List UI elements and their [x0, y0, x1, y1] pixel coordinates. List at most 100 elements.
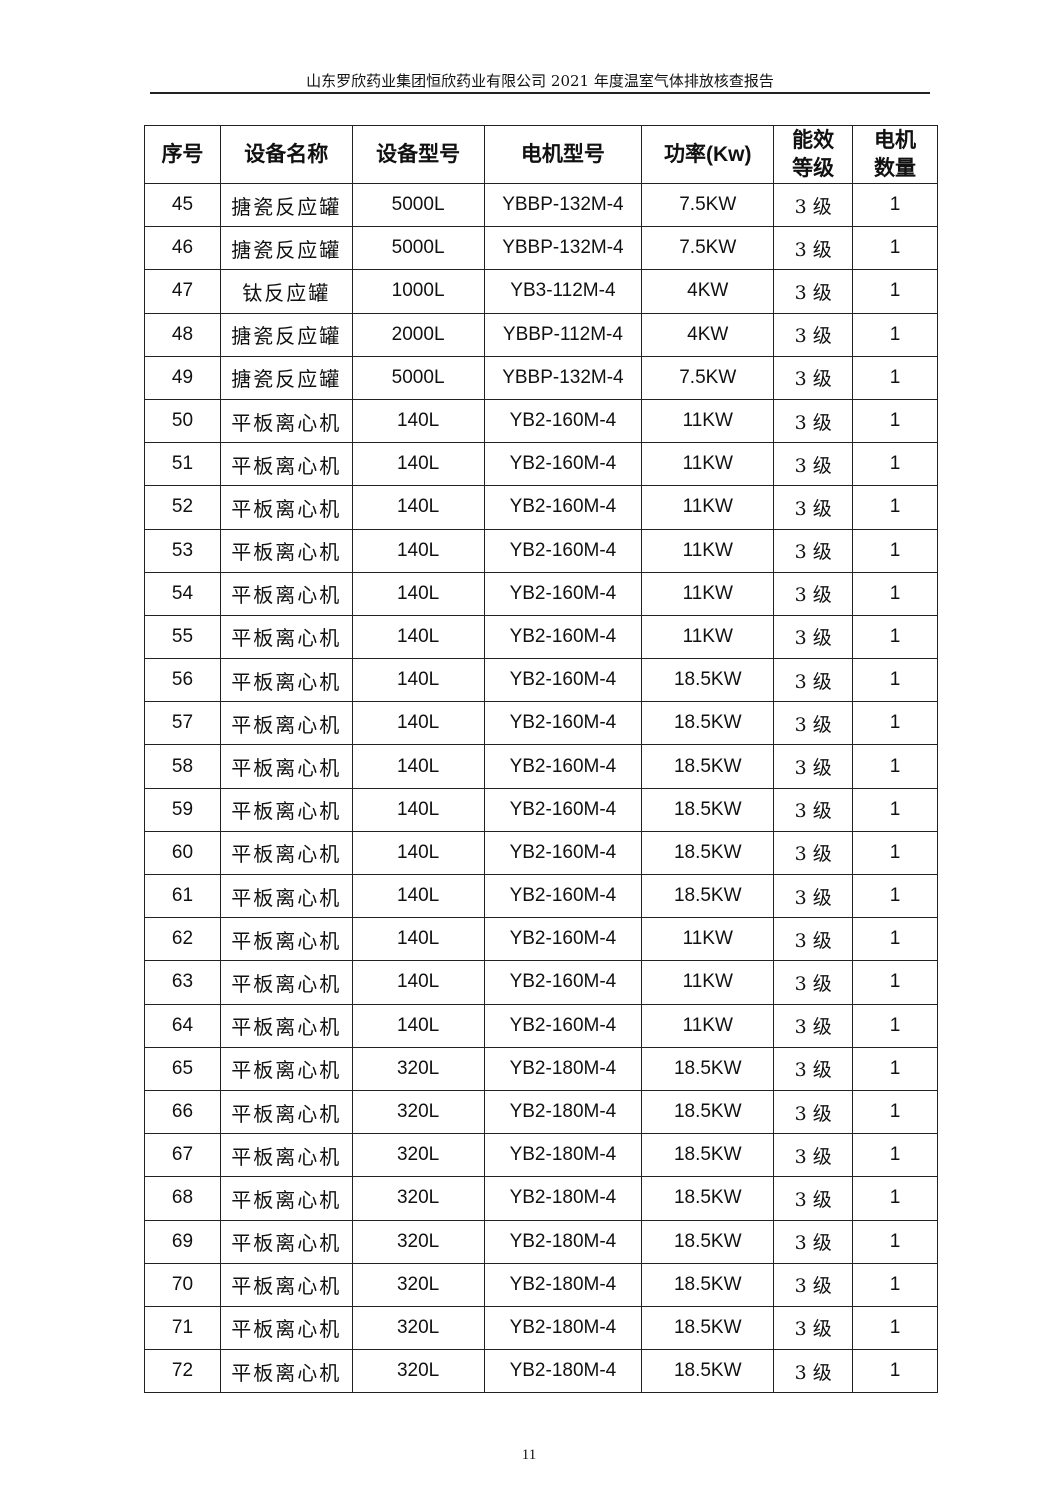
table-cell: 7.5KW [641, 355, 775, 400]
table-cell: YB2-160M-4 [483, 528, 643, 573]
table-cell: 46 [144, 226, 221, 271]
table-cell: 1 [852, 1133, 938, 1178]
table-cell: 320L [351, 1305, 485, 1351]
header-divider [150, 92, 930, 94]
table-cell: 140L [351, 614, 485, 660]
table-cell: 3 级 [773, 830, 854, 876]
table-cell: 3 级 [773, 398, 854, 444]
table-cell: 3 级 [773, 1176, 854, 1221]
table-cell: YB2-160M-4 [483, 1003, 643, 1048]
table-cell: 1 [852, 1089, 938, 1135]
table-cell: 1 [852, 1262, 938, 1307]
table-cell: 52 [144, 485, 221, 530]
table-cell: 1 [852, 1046, 938, 1091]
table-cell: 1 [852, 1349, 938, 1394]
table-cell: 1 [852, 398, 938, 444]
table-cell: 320L [351, 1089, 485, 1135]
table-cell: 69 [144, 1219, 221, 1264]
table-cell: 68 [144, 1176, 221, 1221]
table-cell: 平板离心机 [219, 873, 353, 919]
table-cell: 64 [144, 1003, 221, 1048]
table-cell: 5000L [351, 226, 485, 271]
table-cell: 55 [144, 614, 221, 660]
table-cell: 3 级 [773, 787, 854, 832]
table-cell: 3 级 [773, 182, 854, 228]
table-cell: YB2-180M-4 [483, 1046, 643, 1091]
table-cell: 3 级 [773, 442, 854, 487]
table-cell: 1 [852, 1176, 938, 1221]
table-cell: 140L [351, 830, 485, 876]
table-cell: YB2-160M-4 [483, 744, 643, 789]
table-cell: 1 [852, 873, 938, 919]
table-cell: YB2-180M-4 [483, 1133, 643, 1178]
table-cell: 18.5KW [641, 701, 775, 746]
table-cell: YB3-112M-4 [483, 269, 643, 314]
table-cell: 平板离心机 [219, 658, 353, 703]
table-cell: 50 [144, 398, 221, 444]
table-cell: 1 [852, 701, 938, 746]
table-cell: 54 [144, 571, 221, 616]
table-cell: 4KW [641, 269, 775, 314]
table-cell: 5000L [351, 182, 485, 228]
table-cell: 1 [852, 312, 938, 357]
table-cell: 320L [351, 1046, 485, 1091]
table-cell: 3 级 [773, 873, 854, 919]
table-cell: 63 [144, 960, 221, 1005]
table-cell: 1 [852, 830, 938, 876]
table-cell: 140L [351, 398, 485, 444]
table-cell: 3 级 [773, 960, 854, 1005]
table-cell: 18.5KW [641, 1262, 775, 1307]
table-cell: 7.5KW [641, 182, 775, 228]
table-cell: 11KW [641, 485, 775, 530]
table-cell: 18.5KW [641, 1219, 775, 1264]
table-cell: 57 [144, 701, 221, 746]
table-cell: 平板离心机 [219, 1349, 353, 1394]
table-cell: 搪瓷反应罐 [219, 182, 353, 228]
table-cell: 140L [351, 701, 485, 746]
table-cell: 平板离心机 [219, 398, 353, 444]
column-header: 设备名称 [219, 125, 353, 184]
table-cell: 47 [144, 269, 221, 314]
page-number: 11 [521, 1447, 537, 1463]
table-cell: 320L [351, 1133, 485, 1178]
table-cell: 平板离心机 [219, 571, 353, 616]
table-cell: YB2-160M-4 [483, 960, 643, 1005]
table-cell: 1 [852, 269, 938, 314]
table-cell: 140L [351, 485, 485, 530]
table-cell: 平板离心机 [219, 1089, 353, 1135]
table-cell: 18.5KW [641, 830, 775, 876]
table-cell: 平板离心机 [219, 960, 353, 1005]
table-cell: YB2-180M-4 [483, 1176, 643, 1221]
table-cell: 1 [852, 917, 938, 962]
table-cell: 11KW [641, 614, 775, 660]
column-header: 设备型号 [351, 125, 485, 184]
table-cell: 18.5KW [641, 1046, 775, 1091]
table-cell: 320L [351, 1176, 485, 1221]
table-cell: 3 级 [773, 1219, 854, 1264]
table-cell: 320L [351, 1219, 485, 1264]
table-cell: 3 级 [773, 744, 854, 789]
table-cell: 48 [144, 312, 221, 357]
table-cell: 140L [351, 960, 485, 1005]
table-cell: 1 [852, 442, 938, 487]
table-cell: 71 [144, 1305, 221, 1351]
table-cell: 搪瓷反应罐 [219, 226, 353, 271]
table-cell: 140L [351, 917, 485, 962]
table-cell: 3 级 [773, 1262, 854, 1307]
table-cell: 平板离心机 [219, 1003, 353, 1048]
table-cell: 3 级 [773, 1003, 854, 1048]
